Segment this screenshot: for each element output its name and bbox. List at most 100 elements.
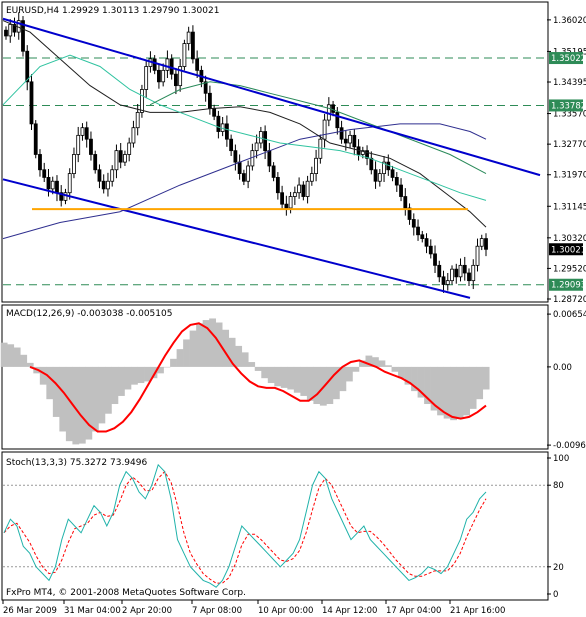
candle-body [25, 50, 30, 83]
price-tick-label: 1.33570 [553, 110, 586, 120]
candle [203, 75, 208, 102]
candle-body [76, 134, 81, 155]
candle-body [420, 234, 425, 239]
stoch-pane[interactable] [1, 451, 549, 601]
candle-body [246, 165, 251, 182]
price-tick-label: 1.31145 [553, 202, 586, 212]
candle-body [297, 184, 301, 194]
candle [93, 150, 98, 174]
stoch-main-line [3, 463, 487, 588]
channel-lower-line[interactable] [2, 178, 471, 299]
macd-bar [176, 349, 184, 367]
candle-body [33, 123, 38, 155]
candle-body [399, 184, 403, 197]
macd-bar [280, 366, 288, 388]
candle-body [131, 127, 136, 144]
candle [433, 245, 437, 273]
macd-bar [469, 366, 477, 409]
candle-body [339, 127, 344, 140]
candle [33, 120, 38, 159]
candle-body [433, 253, 437, 266]
candle [106, 172, 110, 197]
time-tick-label: 14 Apr 12:00 [322, 606, 377, 616]
macd-bar [398, 366, 405, 379]
candle-body [67, 173, 72, 194]
candle [348, 130, 352, 149]
candle [263, 125, 268, 160]
macd-bar [254, 366, 262, 371]
candle [305, 175, 310, 204]
time-tick-label: 31 Mar 04:00 [64, 606, 121, 616]
main-chart-pane[interactable] [1, 1, 549, 303]
candle [46, 169, 51, 197]
price-tick-label: 1.31970 [553, 171, 586, 181]
candle [373, 161, 378, 189]
candle-body [331, 104, 335, 113]
candle-body [241, 173, 246, 182]
candle-body [284, 203, 289, 209]
macd-tick-label: -0.00969 [553, 441, 586, 451]
candle [331, 100, 335, 117]
candle [140, 84, 144, 118]
macd-bar [261, 366, 269, 379]
moving-average-line-3 [2, 54, 487, 201]
macd-bar [144, 366, 151, 382]
candle [246, 160, 251, 189]
candle [454, 263, 459, 284]
candle-body [428, 245, 433, 255]
macd-bar [339, 366, 347, 392]
macd-tick-label: 0.00 [553, 363, 572, 373]
macd-bar [222, 329, 230, 367]
candle [271, 162, 276, 182]
candle [314, 149, 318, 182]
candle [475, 238, 480, 272]
macd-bar [456, 366, 464, 419]
price-tick-label: 1.28720 [553, 295, 586, 305]
channel-upper-line[interactable] [2, 17, 541, 177]
price-tag-label: 1.35022 [551, 54, 586, 64]
candle [233, 144, 238, 171]
candle-body [101, 180, 106, 190]
macd-bar [424, 366, 431, 405]
macd-bar [306, 366, 314, 401]
macd-bar [13, 347, 21, 367]
candle [399, 178, 403, 202]
candle-body [411, 219, 416, 228]
candle [101, 174, 106, 194]
candle-body [305, 180, 310, 197]
price-tag [549, 99, 583, 112]
macd-bar [78, 366, 86, 444]
macd-bar [241, 352, 249, 367]
candle [191, 25, 195, 64]
stoch-tick-label: 80 [553, 481, 564, 491]
macd-bar [7, 344, 15, 367]
candle-body [178, 66, 183, 87]
candle-body [275, 177, 280, 194]
candle-body [454, 268, 459, 278]
candle-body [72, 154, 76, 174]
price-tag-label: 1.33782 [551, 101, 586, 111]
candle [275, 172, 280, 200]
macd-bar [202, 320, 210, 367]
candle-body [271, 165, 276, 178]
macd-bar [39, 366, 47, 385]
candle-body [348, 134, 352, 144]
candle [484, 233, 488, 257]
macd-bar [183, 339, 190, 367]
candle-body [97, 169, 102, 182]
candle-body [212, 108, 217, 117]
macd-bar [91, 366, 99, 432]
candle-body [84, 127, 89, 140]
candle-body [135, 112, 140, 129]
price-tick-label: 1.34395 [553, 78, 586, 88]
candle-body [484, 238, 488, 250]
candle-body [46, 177, 51, 190]
candle [12, 17, 17, 37]
candle [118, 143, 123, 169]
candle-body [322, 119, 327, 140]
moving-average-line-1 [2, 123, 487, 240]
candle-body [207, 92, 212, 109]
candle [25, 45, 30, 91]
price-tick-label: 1.32770 [553, 140, 586, 150]
candle-body [186, 31, 191, 44]
